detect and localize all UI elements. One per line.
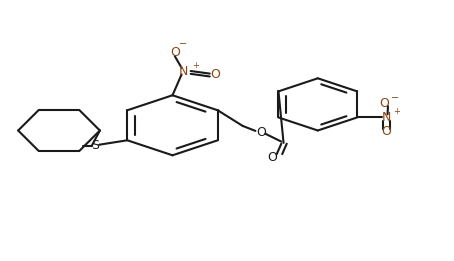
Text: +: + bbox=[393, 107, 400, 116]
Text: O: O bbox=[267, 151, 277, 164]
Text: N: N bbox=[382, 111, 391, 124]
Text: O: O bbox=[382, 125, 391, 138]
Text: −: − bbox=[391, 93, 399, 103]
Text: O: O bbox=[211, 68, 221, 81]
Text: O: O bbox=[256, 126, 266, 139]
Text: S: S bbox=[92, 139, 99, 152]
Text: −: − bbox=[179, 39, 187, 49]
Text: O: O bbox=[170, 46, 180, 59]
Text: +: + bbox=[192, 61, 199, 70]
Text: O: O bbox=[380, 97, 389, 110]
Text: N: N bbox=[179, 65, 188, 78]
